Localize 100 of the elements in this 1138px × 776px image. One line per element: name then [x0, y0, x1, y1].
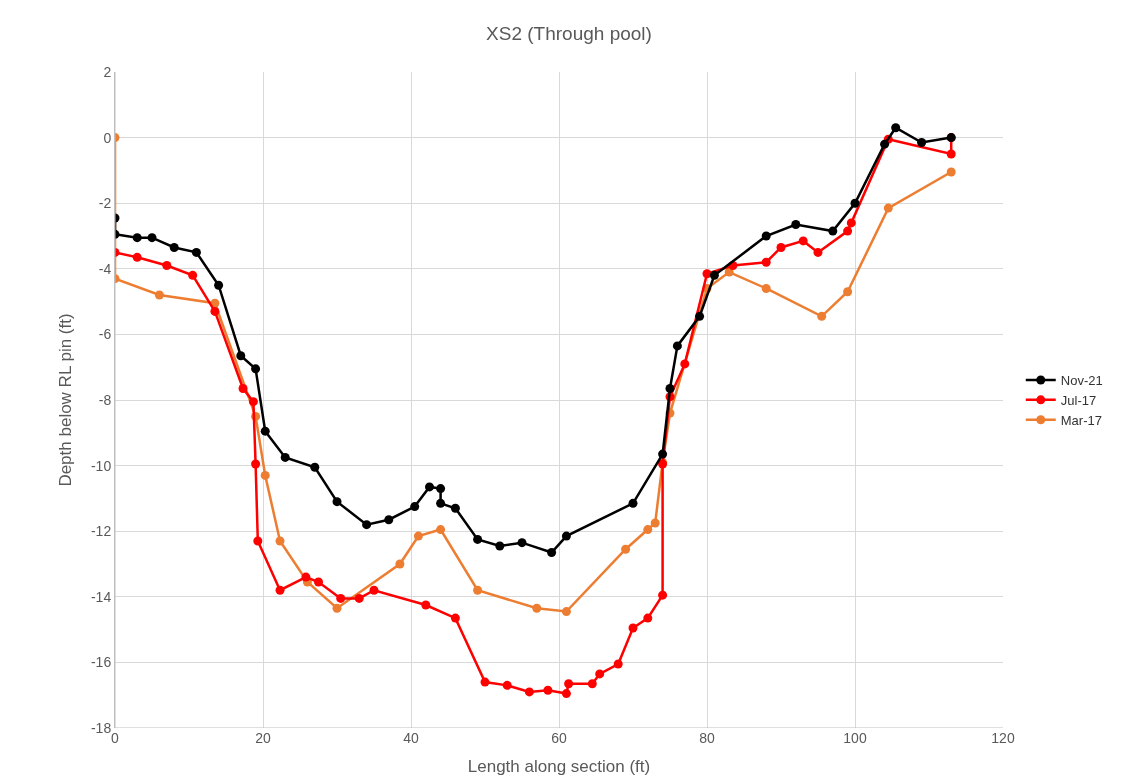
point [238, 384, 248, 394]
point [628, 498, 638, 508]
y-tick-label: -12 [90, 523, 112, 540]
legend-label: Nov-21 [1060, 373, 1103, 389]
y-tick-label: -6 [98, 326, 112, 343]
y-tick-label: -8 [98, 391, 112, 408]
point [253, 536, 263, 546]
point [436, 498, 446, 508]
point [917, 138, 927, 148]
point [628, 623, 638, 633]
point [561, 531, 571, 541]
point [413, 531, 423, 541]
point [301, 572, 311, 582]
point [817, 311, 827, 321]
x-tick-label: 80 [699, 730, 715, 746]
legend-label: Jul-17 [1060, 392, 1097, 408]
point [147, 233, 157, 243]
point [643, 613, 653, 623]
point [421, 600, 431, 610]
point [665, 384, 675, 394]
point [450, 503, 460, 513]
point [946, 167, 956, 177]
y-tick-label: -2 [98, 195, 112, 212]
point [210, 306, 220, 316]
point [761, 257, 771, 267]
y-tick-label: -18 [90, 719, 112, 736]
point [621, 544, 631, 554]
point [561, 689, 571, 699]
point [946, 149, 956, 159]
point [517, 538, 527, 548]
point [813, 247, 823, 257]
point [613, 659, 623, 669]
x-axis-title: Length along section (ft) [467, 757, 651, 776]
point [643, 525, 653, 535]
point [395, 559, 405, 569]
point [251, 364, 261, 374]
point [843, 226, 853, 236]
point [362, 520, 372, 530]
point [850, 198, 860, 208]
point [275, 536, 285, 546]
point [891, 123, 901, 133]
point [658, 590, 668, 600]
x-tick-label: 100 [843, 730, 867, 746]
point [436, 525, 446, 535]
point [828, 226, 838, 236]
point [843, 287, 853, 297]
point [369, 585, 379, 595]
point [650, 518, 660, 528]
point [236, 351, 246, 361]
point [188, 270, 198, 280]
point [502, 680, 512, 690]
y-tick-label: -4 [98, 260, 112, 277]
point [450, 613, 460, 623]
point [495, 541, 505, 551]
point [214, 280, 224, 290]
point [798, 236, 808, 246]
point [169, 242, 179, 252]
point [251, 459, 261, 469]
point [248, 397, 258, 407]
point [154, 290, 164, 300]
y-axis-title: Depth below RL pin (ft) [56, 313, 75, 487]
point [314, 577, 323, 587]
y-tick-label: -16 [90, 654, 112, 671]
point [547, 548, 557, 558]
point [162, 261, 172, 271]
point [336, 593, 346, 603]
point [425, 482, 434, 492]
point [280, 452, 290, 462]
point [410, 502, 420, 512]
point [332, 497, 342, 507]
y-tick-label: -14 [90, 588, 112, 605]
point [695, 311, 705, 321]
point [524, 687, 534, 697]
point [436, 484, 446, 494]
point [883, 203, 893, 213]
point [132, 252, 142, 262]
point [260, 426, 270, 436]
x-tick-label: 120 [991, 730, 1015, 746]
y-tick-label: 0 [103, 129, 112, 146]
point [384, 515, 394, 525]
point [761, 283, 771, 293]
point [846, 218, 856, 228]
y-tick-label: -10 [90, 457, 112, 474]
point [480, 677, 490, 687]
point [680, 359, 690, 369]
point [658, 449, 668, 459]
point [564, 679, 574, 689]
point [761, 231, 771, 241]
y-tick-label: 2 [103, 63, 112, 80]
point [672, 341, 682, 351]
point [880, 139, 890, 149]
point [275, 585, 285, 595]
point [587, 679, 597, 689]
point [776, 242, 786, 252]
point [260, 470, 270, 480]
point [709, 270, 719, 280]
point [191, 247, 201, 257]
point [310, 462, 320, 472]
point [561, 607, 571, 617]
point [791, 220, 801, 230]
